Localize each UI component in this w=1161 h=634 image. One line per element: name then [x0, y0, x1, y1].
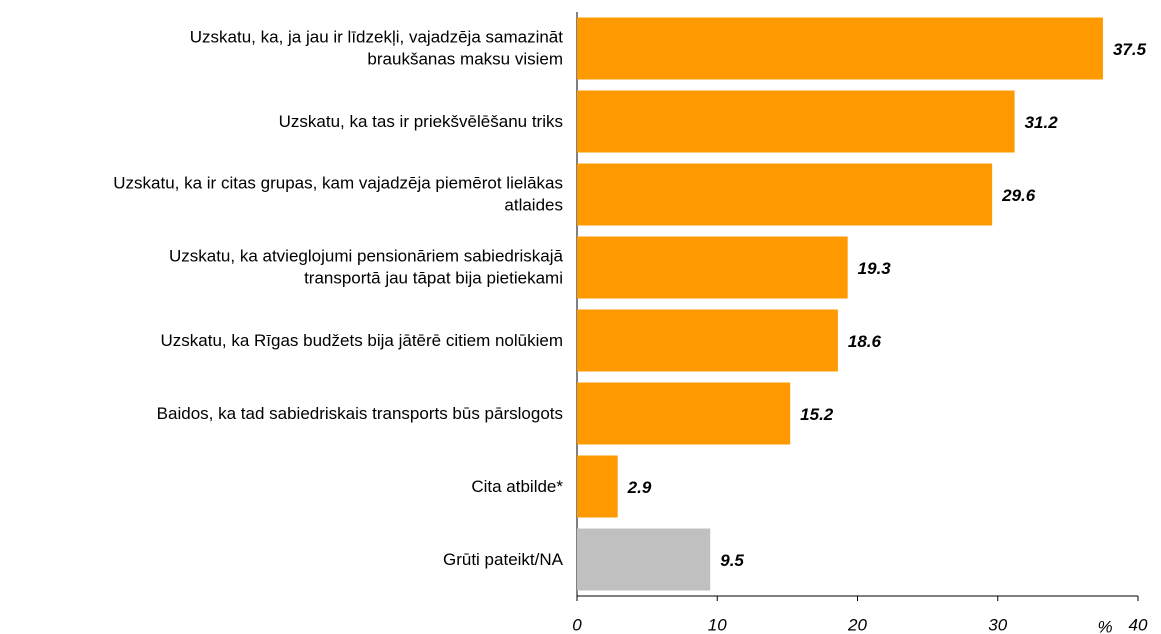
bar	[577, 455, 618, 518]
value-label: 29.6	[1001, 186, 1036, 205]
x-tick-label: 0	[572, 615, 582, 634]
x-tick-label: 40	[1129, 615, 1148, 634]
category-label: Uzskatu, ka, ja jau ir līdzekļi, vajadzē…	[190, 28, 563, 69]
bar	[577, 528, 711, 591]
value-label: 2.9	[627, 478, 652, 497]
category-label: Uzskatu, ka ir citas grupas, kam vajadzē…	[113, 174, 563, 215]
category-label: Cita atbilde*	[471, 477, 563, 496]
bar	[577, 309, 838, 372]
value-label: 18.6	[848, 332, 882, 351]
bar	[577, 90, 1015, 153]
category-label: Grūti pateikt/NA	[443, 550, 564, 569]
x-tick-label: 10	[708, 615, 727, 634]
category-label: Uzskatu, ka atvieglojumi pensionāriem sa…	[169, 247, 564, 288]
category-label: Uzskatu, ka tas ir priekšvēlēšanu triks	[279, 112, 563, 131]
x-axis-label: %	[1097, 617, 1112, 634]
x-tick-label: 30	[988, 615, 1007, 634]
x-tick-label: 20	[847, 615, 867, 634]
value-label: 37.5	[1113, 40, 1147, 59]
value-label: 19.3	[858, 259, 892, 278]
value-label: 31.2	[1025, 113, 1059, 132]
value-label: 15.2	[800, 405, 834, 424]
bar	[577, 17, 1103, 80]
bar	[577, 236, 848, 299]
category-label: Baidos, ka tad sabiedriskais transports …	[157, 404, 563, 423]
value-label: 9.5	[720, 551, 744, 570]
bar	[577, 382, 791, 445]
bar	[577, 163, 993, 226]
category-label: Uzskatu, ka Rīgas budžets bija jātērē ci…	[160, 331, 563, 350]
